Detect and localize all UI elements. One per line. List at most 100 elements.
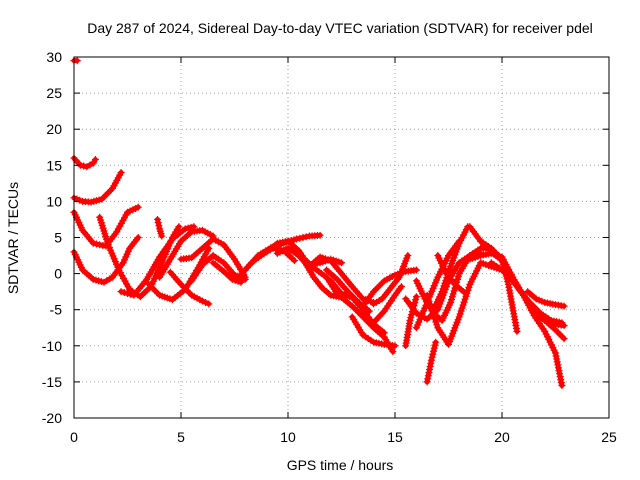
data-point [430,344,438,352]
data-point [455,313,463,321]
data-point [457,307,465,315]
data-point [89,159,97,167]
data-point [117,169,125,177]
series-arc-24 [338,293,397,356]
data-point [427,359,435,367]
data-point [338,259,345,267]
series-arc-13 [188,252,249,285]
data-point [296,234,304,242]
series-arc-01 [70,57,81,65]
data-point [117,288,125,296]
data-point [432,338,440,346]
data-point [432,318,440,326]
data-point [99,241,107,249]
series-arc-22 [323,266,373,315]
series-arc-03 [70,169,125,206]
data-point [397,283,405,291]
data-point [426,300,434,308]
chart-title: Day 287 of 2024, Sidereal Day-to-day VTE… [87,20,593,36]
y-tick-label: -5 [50,302,63,318]
data-point [431,315,439,323]
y-tick-label: -20 [42,410,62,426]
x-axis-label: GPS time / hours [287,457,394,473]
series-arc-39 [477,237,521,335]
data-point [433,321,441,329]
data-point [406,317,414,325]
data-point [241,275,249,283]
series-arc-09 [156,226,217,281]
data-point [426,366,434,374]
x-tick-label: 15 [387,429,403,445]
data-point [459,301,467,309]
y-tick-label: 5 [54,230,62,246]
data-point [424,375,432,383]
data-point [127,290,135,298]
series-arc-28 [370,283,405,327]
data-point [89,239,97,247]
data-point [404,252,412,260]
data-traces [70,57,568,390]
data-point [425,369,433,377]
series-arc-43 [530,309,568,330]
data-point [412,266,420,274]
data-point [202,298,210,306]
y-tick-label: 15 [46,157,62,173]
data-point [91,156,99,164]
data-point [391,342,399,350]
data-point [427,356,435,364]
x-tick-label: 10 [280,429,296,445]
y-tick-label: 10 [46,193,62,209]
series-arc-42 [524,288,568,310]
series-arc-27 [370,252,412,308]
y-tick-label: -15 [42,374,62,390]
data-point [424,294,432,302]
data-point [456,310,464,318]
data-point [411,299,419,307]
data-point [316,231,324,239]
series-arc-02 [70,154,99,171]
data-point [293,235,301,243]
series-arc-36 [434,252,467,296]
y-tick-label: -10 [42,338,62,354]
data-point [134,203,142,211]
data-point [560,302,568,310]
y-tick-label: 20 [46,121,62,137]
data-point [412,293,420,301]
data-point [429,350,437,358]
data-point [290,257,298,265]
data-point [153,215,161,223]
grid [74,57,609,418]
data-point [426,362,434,370]
data-point [198,297,206,305]
data-point [158,232,166,240]
series-arc-25 [348,313,399,350]
data-point [465,283,473,291]
data-point [560,335,568,343]
data-point [73,57,81,65]
axis-ticks: 0 5 10 15 20 25 -20 -15 -10 -5 0 5 10 15 20 25 30 [42,49,617,445]
data-point [154,219,162,227]
data-point [299,234,307,241]
data-point [424,372,432,380]
data-point [80,162,88,170]
data-point [407,314,415,322]
series-arc-35 [430,223,472,314]
series-arc-07 [117,223,198,299]
data-point [205,300,213,308]
data-point [513,327,521,335]
y-tick-label: 25 [46,85,62,101]
data-point [425,297,433,305]
data-point [134,234,142,241]
series-arc-12 [177,235,249,281]
data-point [423,291,431,299]
series-arc-10 [166,268,213,308]
data-point [155,222,163,230]
data-point [558,382,566,390]
data-point [237,278,245,286]
data-point [459,288,467,296]
data-point [428,353,436,361]
data-point [462,292,470,300]
data-point [423,378,431,386]
y-axis-label: SDTVAR / TECUs [5,182,21,294]
